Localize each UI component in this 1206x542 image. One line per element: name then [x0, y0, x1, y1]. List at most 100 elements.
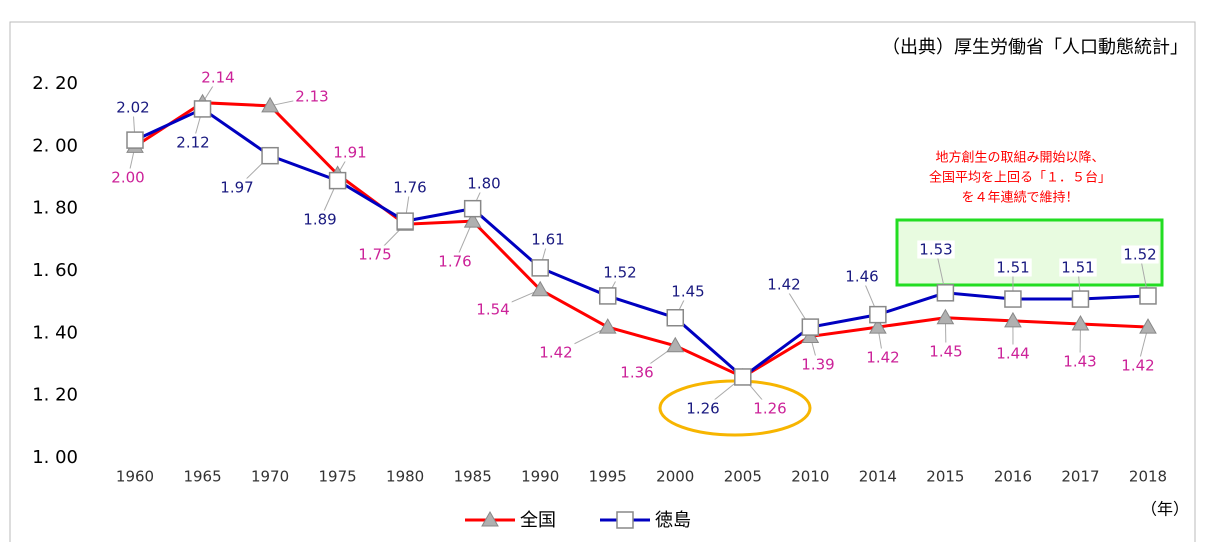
data-label-bg	[474, 300, 512, 319]
point	[463, 199, 482, 218]
data-label: 1.26	[686, 400, 719, 418]
legend-marker	[616, 511, 634, 529]
point	[531, 280, 550, 297]
y-tick-label: 1. 20	[32, 385, 78, 406]
x-tick-label: 2018	[1129, 468, 1167, 486]
data-label: 1.42	[539, 344, 572, 362]
x-unit: （年）	[1141, 500, 1189, 519]
y-tick-label: 2. 20	[32, 73, 78, 94]
y-tick-label: 1. 60	[32, 260, 78, 281]
data-label-bg	[864, 348, 902, 367]
annotation: 全国平均を上回る「１．５台」	[929, 170, 1111, 186]
series-line	[134, 101, 1149, 379]
data-label: 1.76	[393, 179, 426, 197]
legend-label: 全国	[520, 510, 556, 531]
data-label: 1.97	[220, 179, 253, 197]
point	[936, 308, 955, 325]
data-label: 1.76	[438, 253, 471, 271]
point	[666, 309, 685, 327]
point	[261, 96, 279, 113]
data-label-bg	[751, 399, 789, 418]
data-label-bg	[199, 68, 237, 87]
point	[936, 284, 955, 302]
data-label: 1.44	[996, 345, 1029, 363]
data-label: 1.91	[333, 144, 366, 162]
x-tick-label: 2017	[1061, 468, 1099, 486]
data-label-bg	[331, 143, 369, 162]
point	[869, 305, 887, 324]
data-label-bg	[109, 168, 147, 187]
data-label: 1.80	[467, 175, 500, 193]
data-label: 1.42	[767, 276, 800, 294]
data-label: 2.13	[295, 88, 328, 106]
data-label: 1.45	[929, 343, 962, 361]
data-label-bg	[927, 342, 965, 361]
data-label-bg	[301, 210, 339, 229]
x-tick-label: 1965	[183, 468, 221, 486]
data-label: 2.14	[201, 69, 234, 87]
data-label-bg	[114, 98, 152, 117]
data-label: 1.61	[531, 231, 564, 249]
data-label-bg	[843, 267, 881, 286]
data-label-bg	[669, 282, 707, 301]
data-label: 1.51	[996, 259, 1029, 277]
x-tick-label: 1990	[521, 468, 559, 486]
data-label: 2.12	[176, 134, 209, 152]
x-tick-label: 1980	[386, 468, 424, 486]
data-label: 1.46	[845, 268, 878, 286]
point	[1139, 318, 1157, 334]
point	[1071, 290, 1090, 308]
data-label-bg	[1061, 352, 1099, 371]
source: （出典）厚生労働省「人口動態統計」	[882, 37, 1188, 58]
data-label-bg	[356, 245, 394, 264]
data-label: 1.54	[476, 301, 509, 319]
y-tick-label: 1. 00	[32, 447, 78, 468]
data-label: 1.52	[1123, 246, 1156, 264]
x-tick-label: 2000	[656, 468, 694, 486]
point	[598, 318, 617, 334]
data-label: 1.36	[620, 364, 653, 382]
data-label-bg	[436, 252, 474, 271]
data-label-bg	[684, 399, 722, 418]
x-tick-label: 2005	[724, 468, 762, 486]
data-label: 1.75	[358, 246, 391, 264]
series-line	[134, 107, 1149, 379]
data-label: 1.42	[866, 349, 899, 367]
data-label: 1.53	[919, 241, 952, 259]
x-tick-label: 2010	[791, 468, 829, 486]
data-label: 1.42	[1121, 357, 1154, 375]
x-tick-label: 1975	[319, 468, 357, 486]
annotation: 地方創生の取組み開始以降、	[935, 150, 1104, 166]
point	[328, 171, 347, 190]
x-tick-label: 1970	[251, 468, 289, 486]
data-label: 1.26	[753, 400, 786, 418]
data-label: 2.02	[116, 99, 149, 117]
point	[1139, 287, 1157, 305]
y-tick-label: 2. 00	[32, 135, 78, 156]
data-label: 1.45	[671, 283, 704, 301]
data-label-bg	[765, 275, 803, 294]
data-label-bg	[917, 240, 955, 259]
x-tick-label: 2016	[994, 468, 1032, 486]
point	[126, 131, 144, 149]
x-tick-label: 1960	[116, 468, 154, 486]
data-label-bg	[1121, 245, 1159, 264]
legend-marker	[481, 510, 499, 527]
data-label-bg	[618, 363, 656, 382]
y-tick-label: 1. 40	[32, 322, 78, 343]
point	[1071, 314, 1090, 331]
point	[666, 336, 685, 353]
data-label-bg	[537, 343, 575, 362]
point	[531, 259, 549, 277]
y-tick-label: 1. 80	[32, 198, 78, 219]
legend-label: 徳島	[655, 510, 691, 531]
data-label: 2.00	[111, 169, 144, 187]
point	[396, 212, 414, 230]
point	[734, 368, 752, 386]
data-label-bg	[994, 258, 1032, 277]
x-tick-label: 2014	[859, 468, 897, 486]
point	[1004, 311, 1022, 328]
data-label: 1.43	[1063, 353, 1096, 371]
x-tick-label: 2015	[926, 468, 964, 486]
